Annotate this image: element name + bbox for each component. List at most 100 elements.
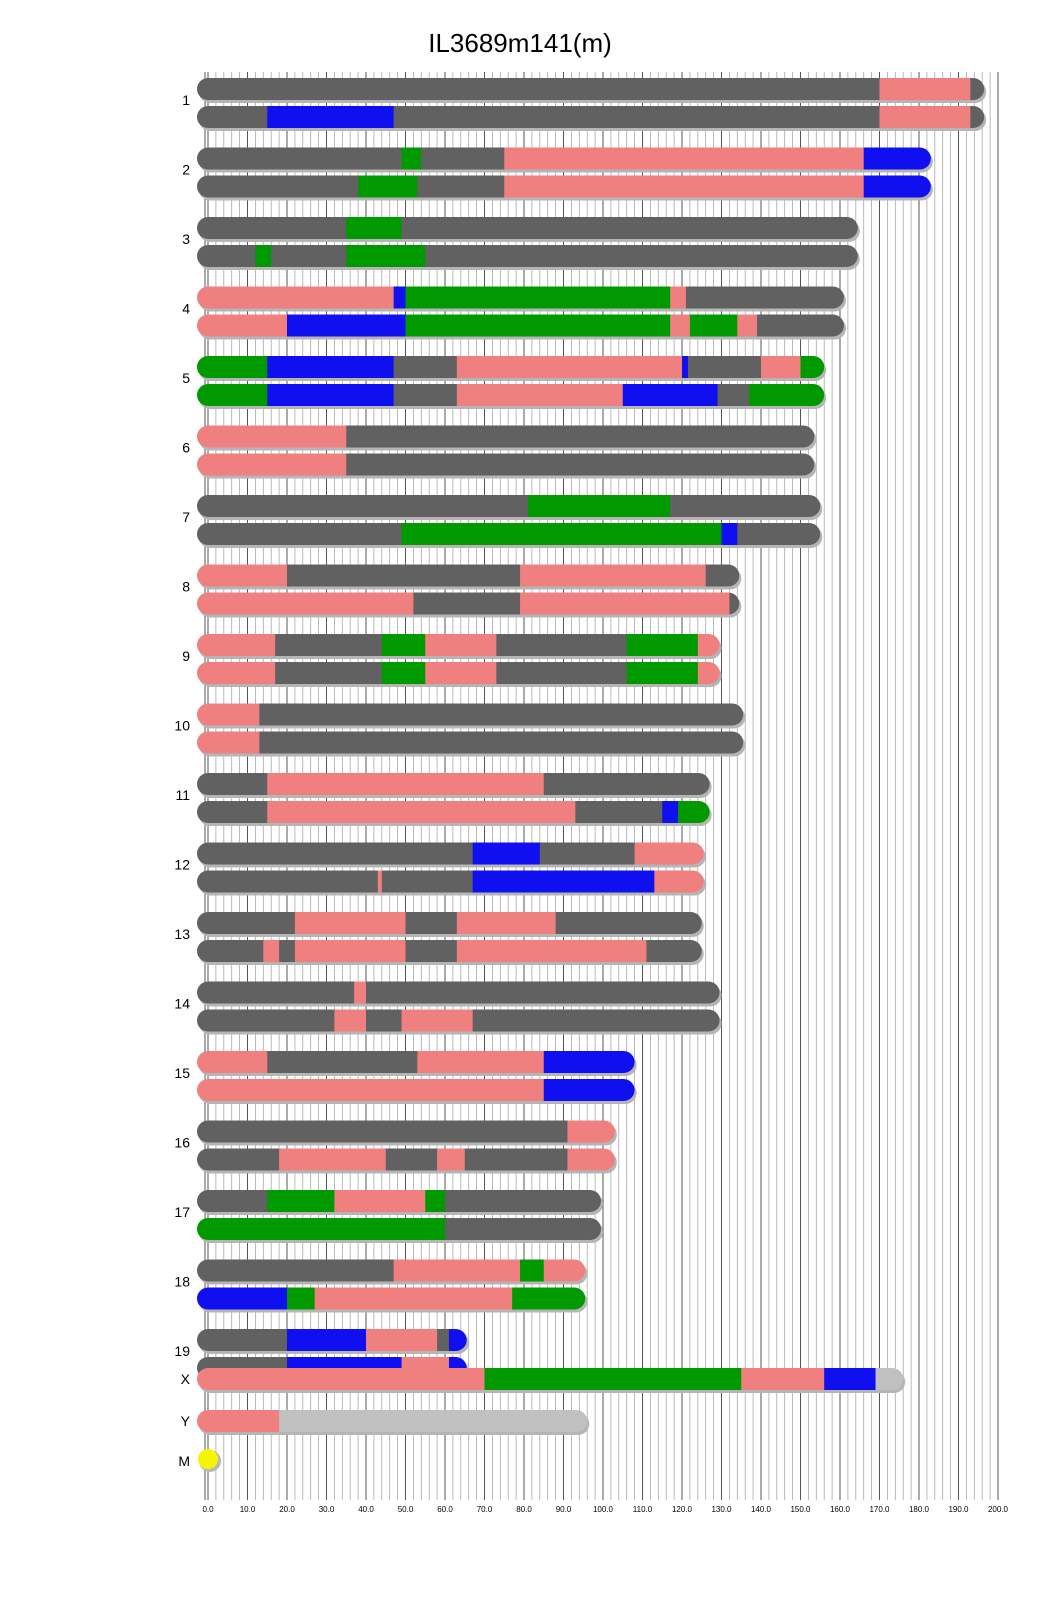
strand xyxy=(197,1368,904,1390)
segment-gray xyxy=(757,314,844,337)
strand xyxy=(197,356,825,378)
segment-blue xyxy=(197,1287,288,1310)
segment-gray xyxy=(275,634,383,656)
segment-green xyxy=(381,634,426,656)
segment-green xyxy=(197,384,268,406)
segment-gray xyxy=(385,1148,438,1171)
segment-pink xyxy=(197,703,260,726)
segment-gray xyxy=(496,662,628,684)
chromosome-label: 16 xyxy=(174,1135,190,1151)
segment-pink xyxy=(654,870,704,893)
segment-green xyxy=(267,1190,335,1212)
segment-green xyxy=(689,314,738,337)
segment-gray xyxy=(197,912,296,934)
mito-segment xyxy=(198,1449,218,1469)
segment-gray xyxy=(393,356,458,378)
segment-gray xyxy=(366,981,720,1004)
segment-green xyxy=(346,245,426,267)
segment-blue xyxy=(393,286,406,309)
segment-gray xyxy=(267,1051,418,1073)
segment-pink xyxy=(263,940,280,962)
chromosome-label: 9 xyxy=(182,648,190,664)
segment-pink xyxy=(366,1329,438,1351)
segment-green xyxy=(401,147,422,170)
segment-pink xyxy=(401,1009,474,1032)
chromosome-14: 14 xyxy=(174,981,722,1035)
segment-gray xyxy=(197,175,359,198)
x-tick-label: 140.0 xyxy=(751,1505,772,1514)
segment-pink xyxy=(334,1190,426,1212)
segment-pink xyxy=(634,842,704,865)
strand xyxy=(197,1329,467,1351)
segment-green xyxy=(346,217,403,239)
chromosome-12: 12 xyxy=(174,842,706,896)
strand xyxy=(197,314,844,337)
segment-blue xyxy=(472,842,541,865)
segment-pink xyxy=(425,634,497,656)
segment-blue xyxy=(287,1329,367,1351)
segment-green xyxy=(527,495,671,517)
segment-gray xyxy=(197,523,403,545)
segment-gray xyxy=(737,523,821,545)
segment-gray xyxy=(405,912,458,934)
chromosome-label: 15 xyxy=(174,1065,190,1081)
segment-gray xyxy=(271,245,347,267)
chromosome-label: 6 xyxy=(182,440,190,456)
segment-gray xyxy=(197,773,268,795)
strand xyxy=(197,523,821,545)
strand xyxy=(197,592,740,615)
x-tick-label: 10.0 xyxy=(240,1505,256,1514)
segment-gray xyxy=(421,147,505,170)
segment-pink xyxy=(377,870,383,893)
segment-gray xyxy=(197,1120,568,1143)
segment-gray xyxy=(496,634,628,656)
segment-blue xyxy=(721,523,738,545)
chromosome-13: 13 xyxy=(174,912,704,965)
segment-green xyxy=(484,1368,742,1390)
x-tick-label: 110.0 xyxy=(633,1505,653,1514)
chromosome-11: 11 xyxy=(175,773,712,826)
strand xyxy=(197,773,710,795)
segment-blue xyxy=(472,870,655,893)
x-tick-label: 160.0 xyxy=(830,1505,851,1514)
segment-pink xyxy=(504,147,865,170)
x-tick-label: 170.0 xyxy=(869,1505,890,1514)
segment-green xyxy=(678,801,710,823)
segment-green xyxy=(425,1190,446,1212)
segment-pink xyxy=(504,175,865,198)
segment-gray xyxy=(445,1190,602,1212)
chromosome-label: 18 xyxy=(174,1274,190,1290)
chromosome-10: 10 xyxy=(174,703,746,757)
segment-pink xyxy=(520,592,730,615)
x-tick-label: 50.0 xyxy=(398,1505,414,1514)
chromosome-label: 12 xyxy=(174,857,190,873)
segment-pink xyxy=(197,564,288,587)
strand xyxy=(197,1051,635,1073)
segment-green xyxy=(626,634,699,656)
segment-pink xyxy=(294,912,406,934)
segment-gray xyxy=(729,592,740,615)
chromosome-2: 2 xyxy=(182,147,933,201)
segment-pink xyxy=(670,314,691,337)
segment-gray xyxy=(346,453,815,476)
x-tick-label: 70.0 xyxy=(477,1505,493,1514)
segment-gray xyxy=(417,175,505,198)
chromosome-label: 2 xyxy=(182,162,190,178)
chromosome-5: 5 xyxy=(182,356,827,409)
segment-green xyxy=(197,1218,446,1240)
segment-gray xyxy=(366,1009,403,1032)
segment-pink xyxy=(697,662,720,684)
segment-green xyxy=(255,245,272,267)
strand xyxy=(197,870,704,893)
segment-pink xyxy=(197,314,288,337)
chromosome-16: 16 xyxy=(174,1120,617,1174)
segment-gray xyxy=(279,940,296,962)
strand xyxy=(197,703,744,726)
segment-gray xyxy=(425,245,858,267)
strand xyxy=(197,425,815,448)
strand xyxy=(197,1079,635,1101)
strand xyxy=(197,564,740,587)
strand xyxy=(197,245,858,267)
segment-gray xyxy=(393,106,880,128)
segment-pink xyxy=(197,1051,268,1073)
